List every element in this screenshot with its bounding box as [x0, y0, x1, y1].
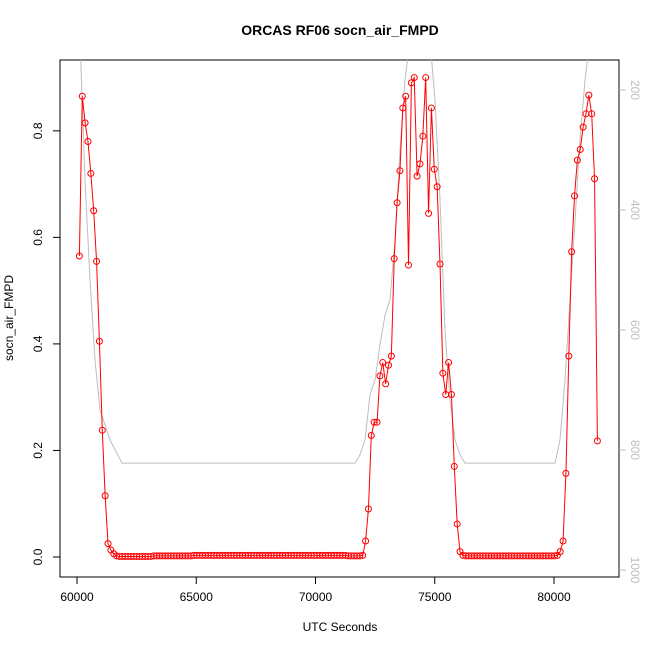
data-point — [101, 492, 109, 500]
plot-area — [75, 60, 601, 560]
data-point — [356, 552, 364, 560]
y-tick-label: 0.0 — [31, 548, 45, 565]
data-point — [433, 183, 441, 191]
plot-frame — [59, 59, 620, 578]
x-axis-label: UTC Seconds — [303, 620, 378, 634]
data-point — [87, 169, 95, 177]
data-point — [396, 167, 404, 175]
data-point — [90, 207, 98, 215]
data-point — [78, 92, 86, 100]
data-point — [436, 260, 444, 268]
data-point — [399, 104, 407, 112]
data-point — [559, 537, 567, 545]
data-point — [550, 552, 558, 560]
data-point — [430, 165, 438, 173]
data-point — [565, 352, 573, 360]
data-point — [370, 418, 378, 426]
data-point — [439, 369, 447, 377]
x-tick-label: 65000 — [180, 590, 214, 604]
data-point — [405, 261, 413, 269]
data-point — [571, 192, 579, 200]
data-point — [104, 540, 112, 548]
data-point — [367, 432, 375, 440]
data-point — [93, 257, 101, 265]
data-point — [556, 548, 564, 556]
data-point — [390, 255, 398, 263]
data-point — [393, 199, 401, 207]
data-point — [591, 175, 599, 183]
data-point — [84, 137, 92, 145]
y2-tick-label: 800 — [628, 440, 642, 460]
x-tick-label: 60000 — [60, 590, 94, 604]
data-point — [422, 74, 430, 82]
data-point — [362, 537, 370, 545]
y2-tick-label: 400 — [628, 200, 642, 220]
data-point — [573, 156, 581, 164]
data-point — [410, 74, 418, 82]
data-point — [376, 372, 384, 380]
data-point — [450, 462, 458, 470]
y-tick-label: 0.8 — [31, 122, 45, 139]
data-point — [562, 469, 570, 477]
data-point — [445, 359, 453, 367]
data-point — [359, 551, 367, 559]
data-point — [387, 352, 395, 360]
data-point — [379, 359, 387, 367]
y2-tick-label: 1000 — [628, 557, 642, 584]
data-point — [427, 104, 435, 112]
data-point — [425, 209, 433, 217]
y-axis-label: socn_air_FMPD — [2, 275, 16, 361]
data-point — [579, 123, 587, 131]
data-line — [78, 75, 598, 557]
chart-title: ORCAS RF06 socn_air_FMPD — [241, 22, 439, 38]
y2-tick-label: 600 — [628, 320, 642, 340]
data-point — [384, 361, 392, 369]
data-point — [98, 426, 106, 434]
data-point — [588, 110, 596, 118]
data-point — [447, 391, 455, 399]
x-tick-label: 70000 — [299, 590, 333, 604]
y-tick-label: 0.6 — [31, 229, 45, 246]
data-point — [81, 119, 89, 127]
data-point — [75, 252, 83, 260]
data-point — [402, 92, 410, 100]
data-point — [585, 91, 593, 99]
x-tick-label: 80000 — [537, 590, 571, 604]
data-point — [453, 520, 461, 528]
data-point — [419, 132, 427, 140]
data-point — [413, 172, 421, 180]
y-tick-label: 0.2 — [31, 442, 45, 459]
data-line — [80, 60, 589, 464]
data-point — [416, 160, 424, 168]
y2-tick-label: 200 — [628, 80, 642, 100]
data-point — [373, 418, 381, 426]
data-point — [593, 437, 601, 445]
y-tick-label: 0.4 — [31, 335, 45, 352]
data-point — [576, 145, 584, 153]
x-tick-label: 75000 — [418, 590, 452, 604]
data-point — [364, 505, 372, 513]
data-point — [382, 380, 390, 388]
data-point — [407, 79, 415, 87]
data-point — [568, 248, 576, 256]
data-point — [95, 337, 103, 345]
